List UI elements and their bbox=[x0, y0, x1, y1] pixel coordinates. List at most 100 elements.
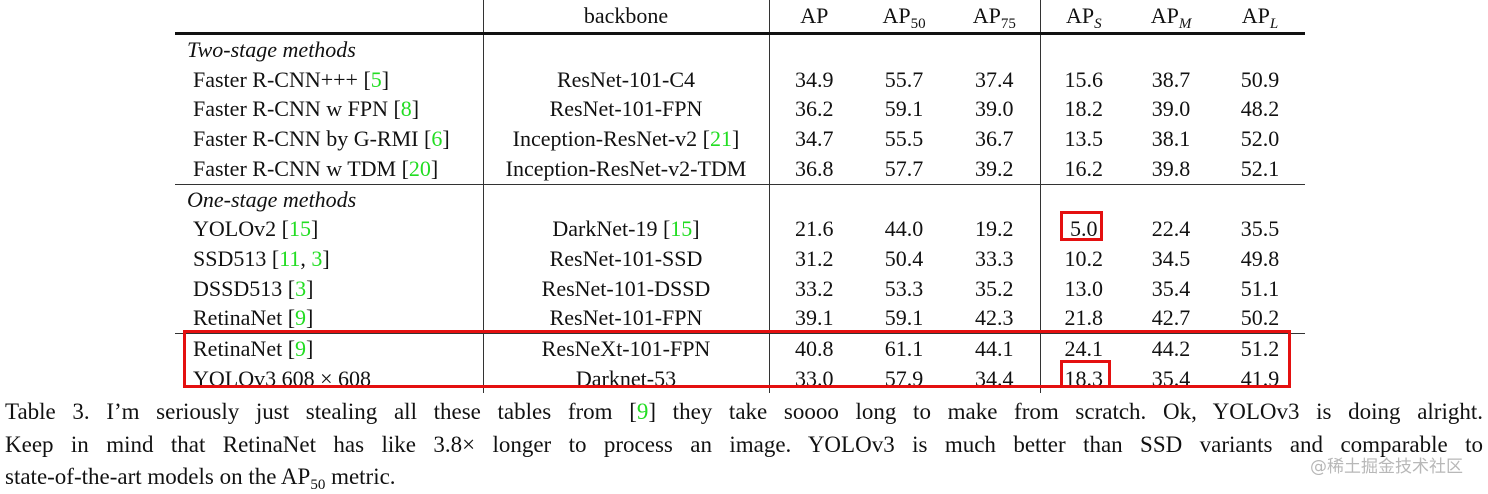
metric-cell: 39.2 bbox=[975, 155, 1014, 181]
table-row: Faster R-CNN by G-RMI [6] Inception-ResNe… bbox=[175, 124, 1305, 154]
metric-cell: 21.6 bbox=[768, 214, 859, 244]
empty-cell bbox=[949, 183, 1040, 215]
metric-cell: 34.9 bbox=[768, 64, 859, 95]
backbone-cell: ResNet-101-SSD bbox=[482, 243, 769, 274]
section-label: One-stage methods bbox=[175, 183, 483, 215]
metric-cell: 35.4 bbox=[1151, 275, 1191, 301]
method-cell: YOLOv2 [15] bbox=[193, 216, 319, 242]
highlight-box-yolov3-aps bbox=[1060, 360, 1111, 388]
metric-cell: 48.2 bbox=[1240, 96, 1280, 122]
method-name: Faster R-CNN w TDM bbox=[193, 155, 397, 181]
method-name: Faster R-CNN w FPN bbox=[193, 96, 388, 122]
empty-cell bbox=[1127, 34, 1215, 65]
column-header: backbone bbox=[482, 0, 769, 35]
column-header-subscript: S bbox=[1094, 16, 1102, 32]
metric-cell: 38.7 bbox=[1151, 66, 1191, 92]
citation-link[interactable]: 20 bbox=[408, 155, 431, 181]
backbone-name: ResNet-101-FPN bbox=[549, 96, 703, 122]
metric-cell: 39.0 bbox=[975, 96, 1014, 122]
metric-cell: 53.3 bbox=[884, 275, 924, 301]
citation-link[interactable]: 21 bbox=[710, 126, 732, 152]
method-name: RetinaNet bbox=[193, 305, 283, 331]
citation-link[interactable]: 11 bbox=[279, 245, 301, 271]
empty-cell bbox=[768, 33, 859, 65]
metric-cell: 16.2 bbox=[1039, 153, 1127, 185]
metric-cell: 37.4 bbox=[975, 66, 1014, 92]
metric-cell: 55.7 bbox=[884, 66, 924, 92]
metric-cell: 42.3 bbox=[975, 305, 1014, 331]
metric-cell: 44.1 bbox=[949, 333, 1040, 364]
citation-link[interactable]: 9 bbox=[636, 399, 649, 424]
metric-cell: 35.5 bbox=[1240, 216, 1280, 242]
empty-cell bbox=[859, 183, 949, 215]
method-cell: Faster R-CNN+++ [5] bbox=[193, 66, 390, 92]
column-header bbox=[175, 0, 483, 35]
backbone-name: Inception-ResNet-v2-TDM bbox=[505, 155, 747, 181]
column-header-label: AP bbox=[1150, 3, 1179, 28]
metric-cell: 39.8 bbox=[1151, 155, 1191, 181]
column-header: AP bbox=[768, 0, 859, 35]
metric-cell: 38.1 bbox=[1151, 126, 1191, 152]
metric-cell: 10.2 bbox=[1039, 243, 1127, 274]
metric-cell: 44.2 bbox=[1127, 333, 1215, 364]
empty-cell bbox=[949, 34, 1040, 65]
metric-cell: 19.2 bbox=[975, 216, 1014, 242]
method-cell: Faster R-CNN w TDM [20] bbox=[193, 155, 439, 181]
citation-link[interactable]: 5 bbox=[370, 66, 382, 92]
metric-cell: 36.7 bbox=[975, 126, 1014, 152]
metric-cell: 39.0 bbox=[1151, 96, 1191, 122]
empty-cell bbox=[1215, 34, 1305, 65]
citation-link[interactable]: 3 bbox=[311, 245, 323, 271]
citation-link[interactable]: 9 bbox=[295, 305, 307, 331]
backbone-name: ResNet-101-SSD bbox=[549, 245, 703, 271]
metric-cell: 59.1 bbox=[884, 96, 924, 122]
caption-line-1: Table 3. I’m seriously just stealing all… bbox=[5, 396, 1483, 429]
citation-link[interactable]: 3 bbox=[295, 275, 307, 301]
table-row: SSD513 [11, 3] ResNet-101-SSD 31.2 50.4 33.3… bbox=[175, 243, 1305, 274]
column-header-subscript: M bbox=[1178, 16, 1192, 32]
metric-cell: 52.1 bbox=[1240, 155, 1280, 181]
empty-cell bbox=[482, 183, 769, 215]
metric-cell: 15.6 bbox=[1039, 64, 1127, 95]
column-header-subscript: L bbox=[1269, 16, 1279, 32]
empty-cell bbox=[768, 183, 859, 215]
results-table: backbone AP AP50 AP75 APS APM APL Two-stage me… bbox=[175, 0, 1305, 394]
caption-text: ] they take soooo long to make from scra… bbox=[648, 399, 1483, 424]
method-cell: RetinaNet [9] bbox=[193, 305, 314, 331]
column-header-label: AP bbox=[1065, 3, 1095, 28]
metric-cell: 51.1 bbox=[1240, 275, 1280, 301]
metric-cell: 36.8 bbox=[768, 153, 859, 185]
metric-cell: 39.1 bbox=[768, 303, 859, 334]
citation-link[interactable]: 9 bbox=[295, 336, 307, 362]
backbone-name: ResNeXt-101-FPN bbox=[541, 336, 711, 362]
empty-cell bbox=[1039, 183, 1127, 215]
empty-cell bbox=[1215, 183, 1305, 215]
backbone-name: Inception-ResNet-v2 bbox=[512, 126, 698, 152]
metric-cell: 50.9 bbox=[1240, 66, 1280, 92]
metric-cell: 21.8 bbox=[1039, 303, 1127, 334]
citation-link[interactable]: 15 bbox=[670, 216, 693, 242]
metric-cell: 44.0 bbox=[884, 216, 924, 242]
table-row: Faster R-CNN+++ [5] ResNet-101-C4 34.9 55.7… bbox=[175, 64, 1305, 95]
caption-text: metric. bbox=[325, 464, 396, 489]
method-name: SSD513 bbox=[193, 245, 267, 271]
backbone-name: ResNet-101-DSSD bbox=[541, 275, 711, 301]
caption-line-2: Keep in mind that RetinaNet has like 3.8… bbox=[5, 431, 1483, 457]
method-name: YOLOv2 bbox=[193, 216, 277, 242]
citation-link[interactable]: 6 bbox=[431, 126, 443, 152]
metric-cell: 36.2 bbox=[768, 94, 859, 125]
table-row: Faster R-CNN w TDM [20] Inception-ResNet-… bbox=[175, 153, 1305, 185]
metric-cell: 59.1 bbox=[884, 305, 924, 331]
citation-link[interactable]: 15 bbox=[288, 216, 311, 242]
section-label: Two-stage methods bbox=[187, 37, 356, 62]
table-row: DSSD513 [3] ResNet-101-DSSD 33.2 53.3 35.2 13… bbox=[175, 273, 1305, 304]
metric-cell: 13.0 bbox=[1039, 273, 1127, 304]
metric-cell: 33.3 bbox=[975, 245, 1014, 271]
backbone-cell: Inception-ResNet-v2-TDM bbox=[482, 153, 769, 185]
watermark: @稀土掘金技术社区 bbox=[1310, 457, 1463, 477]
backbone-cell: ResNeXt-101-FPN bbox=[482, 333, 769, 364]
empty-cell bbox=[482, 33, 769, 65]
backbone-name: ResNet-101-C4 bbox=[556, 66, 696, 92]
empty-cell bbox=[1039, 33, 1127, 65]
citation-link[interactable]: 8 bbox=[400, 96, 412, 122]
